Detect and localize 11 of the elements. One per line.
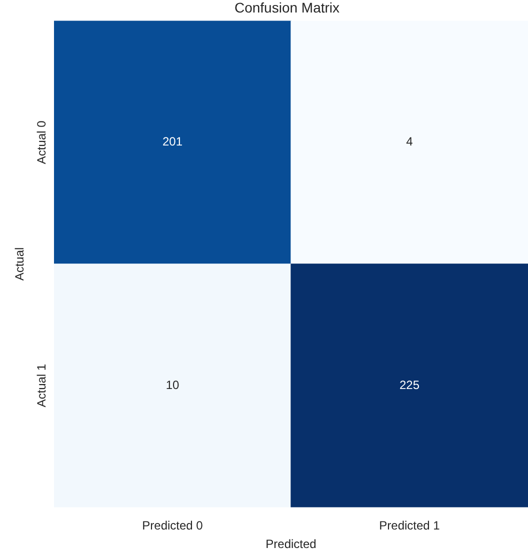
y-tick-label: Actual 0 xyxy=(34,120,48,164)
x-tick-label: Predicted 0 xyxy=(142,518,204,533)
data-label: 10 xyxy=(166,378,180,392)
y-tick-label: Actual 1 xyxy=(34,364,48,408)
x-tick-label: Predicted 1 xyxy=(379,518,440,533)
x-axis-title: Predicted xyxy=(266,537,316,552)
chart-title: Confusion Matrix xyxy=(234,0,340,16)
data-label: 4 xyxy=(406,134,414,149)
data-label: 201 xyxy=(162,134,183,149)
y-axis-title: Actual xyxy=(12,247,26,281)
data-label: 225 xyxy=(399,378,420,392)
